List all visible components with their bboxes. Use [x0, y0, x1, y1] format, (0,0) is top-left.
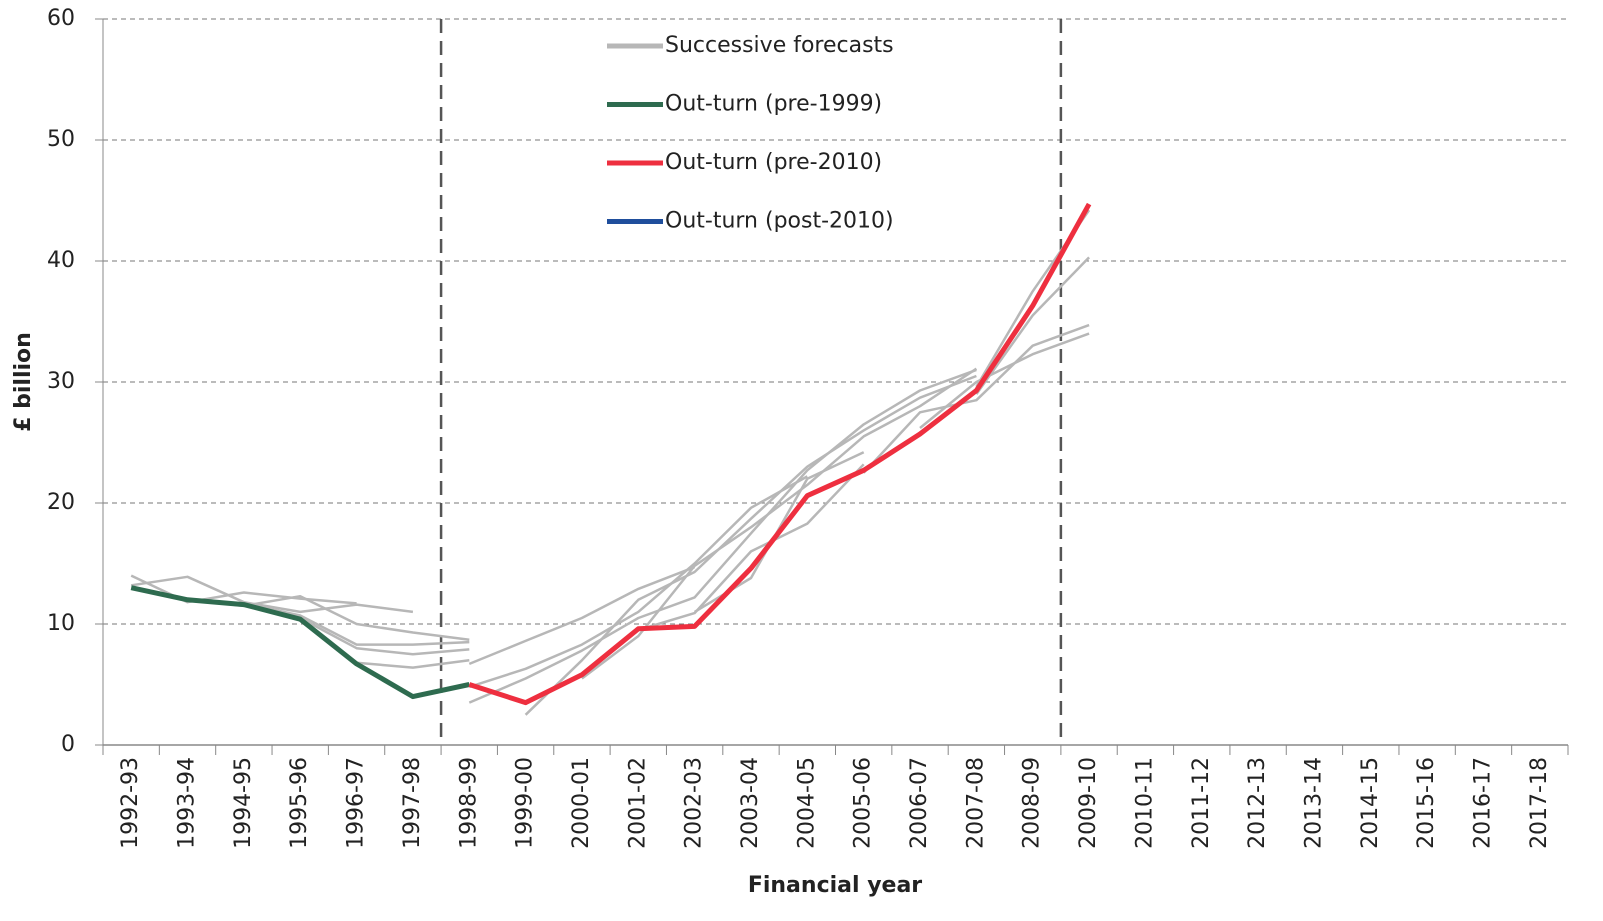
- x-tick-label: 1994-95: [231, 757, 256, 849]
- x-tick-label: 1996-97: [344, 757, 369, 849]
- x-tick-label: 2006-07: [907, 757, 932, 849]
- forecast-line: [975, 256, 1090, 395]
- x-tick-label: 2007-08: [963, 757, 988, 849]
- x-tick-label: 2004-05: [794, 757, 819, 849]
- x-tick-label: 2010-11: [1132, 757, 1157, 849]
- forecast-line: [581, 367, 978, 680]
- x-tick-label: 1997-98: [400, 757, 425, 849]
- y-tick-label: 50: [47, 127, 75, 152]
- x-tick-label: 2003-04: [738, 757, 763, 849]
- x-tick-label: 2002-03: [682, 757, 707, 849]
- forecast-line: [637, 463, 865, 632]
- x-tick-label: 2016-17: [1470, 757, 1495, 849]
- legend-label: Out-turn (pre-1999): [665, 92, 882, 117]
- x-tick-label: 2017-18: [1527, 757, 1552, 849]
- y-tick-label: 10: [47, 611, 75, 636]
- legend-label: Out-turn (pre-2010): [665, 150, 882, 175]
- forecast-line: [299, 616, 470, 656]
- forecast-line: [919, 332, 1090, 429]
- x-tick-label: 2009-10: [1076, 757, 1101, 849]
- y-tick-label: 40: [47, 248, 75, 273]
- x-tick-label: 1993-94: [175, 757, 200, 849]
- forecast-line: [862, 323, 1090, 474]
- x-axis-title: Financial year: [748, 873, 922, 898]
- forecast-line: [524, 374, 977, 716]
- y-tick-label: 60: [47, 6, 75, 31]
- forecast-line: [468, 475, 808, 689]
- x-tick-label: 2005-06: [851, 757, 876, 849]
- series-line: [130, 585, 470, 700]
- x-tick-label: 2000-01: [569, 757, 594, 849]
- x-tick-label: 1999-00: [513, 757, 538, 849]
- forecast-line: [243, 602, 470, 646]
- y-tick-label: 0: [61, 732, 75, 757]
- y-axis-title: £ billion: [11, 332, 36, 432]
- forecast-line: [356, 659, 470, 669]
- x-tick-label: 2011-12: [1189, 757, 1214, 849]
- x-tick-label: 1995-96: [287, 757, 312, 849]
- forecast-line: [468, 368, 977, 704]
- forecast-line: [468, 565, 696, 666]
- x-tick-label: 2014-15: [1358, 757, 1383, 849]
- x-tick-label: 1998-99: [456, 757, 481, 849]
- y-tick-label: 20: [47, 490, 75, 515]
- x-tick-label: 2013-14: [1301, 757, 1326, 849]
- y-tick-label: 30: [47, 369, 75, 394]
- x-tick-label: 1992-93: [118, 757, 143, 849]
- x-tick-label: 2008-09: [1020, 757, 1045, 849]
- x-tick-label: 2001-02: [625, 757, 650, 849]
- legend-label: Out-turn (post-2010): [665, 209, 894, 234]
- x-tick-label: 2012-13: [1245, 757, 1270, 849]
- forecast-line: [131, 575, 414, 614]
- series-line: [468, 202, 1092, 706]
- x-tick-label: 2015-16: [1414, 757, 1439, 849]
- legend-label: Successive forecasts: [665, 33, 894, 58]
